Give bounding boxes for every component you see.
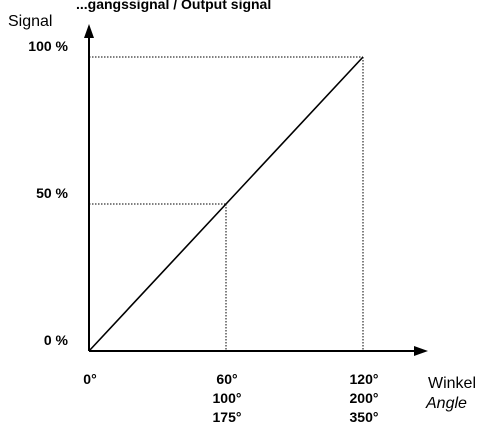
chart-title: ...gangssignal / Output signal	[76, 0, 271, 12]
x-tick-label: 200°	[350, 390, 379, 406]
x-axis-label: Winkel	[428, 375, 476, 392]
x-tick-label: 350°	[350, 409, 379, 425]
x-tick-label: 100°	[213, 390, 242, 406]
x-tick-label: 120°	[350, 371, 379, 387]
guide-lines	[89, 56, 364, 351]
y-tick-label: 100 %	[28, 38, 68, 54]
y-axis-label: Signal	[8, 13, 52, 30]
x-axis-arrowhead	[414, 346, 428, 356]
x-tick-label: 0°	[83, 371, 96, 387]
x-tick-label: 175°	[213, 409, 242, 425]
y-tick-label: 0 %	[44, 332, 69, 348]
y-tick-labels: 0 % 50 % 100 %	[28, 38, 68, 348]
y-tick-label: 50 %	[36, 185, 68, 201]
x-tick-label: 60°	[216, 371, 237, 387]
x-tick-labels: 0° 60° 100° 175° 120° 200° 350°	[83, 371, 378, 425]
x-axis-label-alt: Angle	[425, 395, 467, 412]
series-group	[88, 56, 364, 352]
y-axis-arrowhead	[84, 24, 94, 38]
series-line	[88, 56, 364, 352]
